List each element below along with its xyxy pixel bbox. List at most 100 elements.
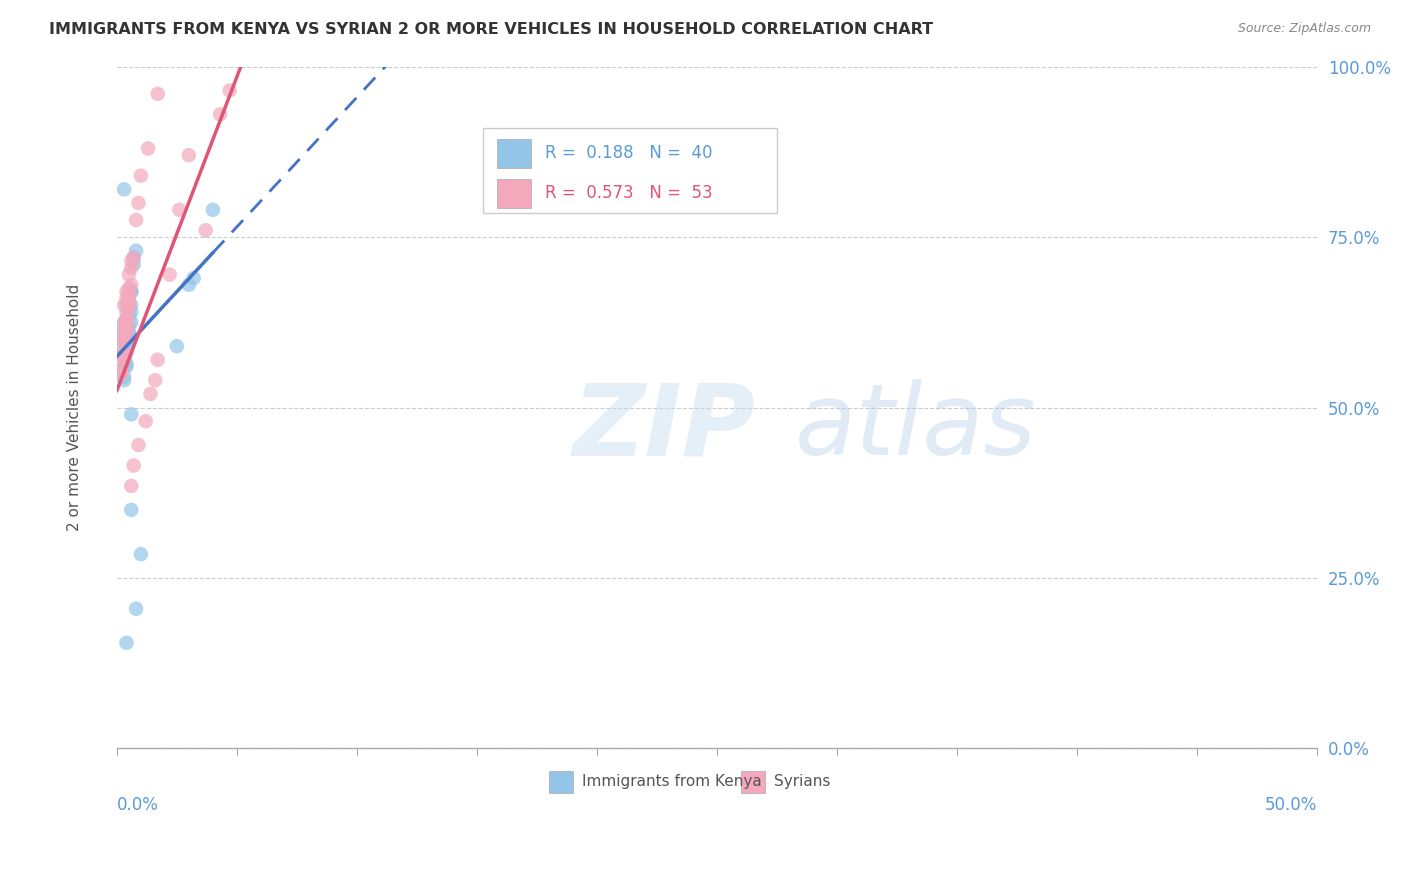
Bar — [498, 139, 531, 168]
Point — [127, 196, 149, 211]
Point — [118, 292, 141, 306]
Point — [112, 369, 135, 384]
Point — [111, 350, 134, 364]
Point — [118, 335, 141, 350]
Bar — [741, 771, 765, 793]
Point — [201, 202, 224, 217]
Point — [143, 373, 166, 387]
Bar — [548, 771, 572, 793]
Point — [115, 298, 138, 312]
Point — [177, 148, 200, 162]
Point — [177, 277, 200, 292]
Point — [115, 322, 138, 336]
Point — [115, 359, 138, 374]
Point — [146, 87, 169, 101]
Point — [120, 254, 142, 268]
Point — [111, 367, 134, 381]
Point — [115, 312, 138, 326]
Point — [118, 326, 141, 340]
Text: ZIP: ZIP — [572, 379, 756, 476]
Point — [120, 503, 142, 517]
Point — [169, 202, 191, 217]
Point — [209, 107, 232, 121]
Point — [112, 359, 135, 374]
Point — [118, 298, 141, 312]
Point — [120, 408, 142, 422]
Point — [118, 298, 141, 312]
Point — [112, 315, 135, 329]
Point — [115, 318, 138, 333]
Point — [120, 285, 142, 299]
Point — [120, 260, 142, 275]
Point — [115, 292, 138, 306]
FancyBboxPatch shape — [482, 128, 778, 213]
Point — [122, 251, 145, 265]
Point — [125, 244, 148, 258]
Point — [112, 332, 135, 346]
Text: Syrians: Syrians — [775, 774, 831, 789]
Text: Immigrants from Kenya: Immigrants from Kenya — [582, 774, 762, 789]
Point — [108, 332, 131, 346]
Point — [125, 213, 148, 227]
Point — [115, 346, 138, 360]
Point — [139, 387, 162, 401]
Point — [118, 288, 141, 302]
Point — [112, 352, 135, 367]
Point — [112, 298, 135, 312]
Text: 50.0%: 50.0% — [1264, 797, 1317, 814]
Point — [108, 335, 131, 350]
Point — [166, 339, 188, 353]
Point — [112, 346, 135, 360]
Text: 0.0%: 0.0% — [117, 797, 159, 814]
Point — [115, 305, 138, 319]
Point — [118, 288, 141, 302]
Point — [122, 458, 145, 473]
Point — [122, 257, 145, 271]
Point — [112, 346, 135, 360]
Text: 2 or more Vehicles in Household: 2 or more Vehicles in Household — [67, 284, 83, 531]
Point — [135, 414, 157, 428]
Text: Source: ZipAtlas.com: Source: ZipAtlas.com — [1237, 22, 1371, 36]
Point — [129, 169, 152, 183]
Point — [111, 363, 134, 377]
Text: atlas: atlas — [794, 379, 1036, 476]
Point — [136, 141, 159, 155]
Point — [118, 281, 141, 295]
Point — [120, 315, 142, 329]
Text: IMMIGRANTS FROM KENYA VS SYRIAN 2 OR MORE VEHICLES IN HOUSEHOLD CORRELATION CHAR: IMMIGRANTS FROM KENYA VS SYRIAN 2 OR MOR… — [49, 22, 934, 37]
Point — [120, 285, 142, 299]
Point — [115, 322, 138, 336]
Point — [112, 346, 135, 360]
Point — [194, 223, 217, 237]
Point — [112, 332, 135, 346]
Point — [159, 268, 181, 282]
Point — [111, 318, 134, 333]
Point — [127, 438, 149, 452]
Bar — [498, 179, 531, 208]
Point — [112, 347, 135, 361]
Point — [120, 305, 142, 319]
Point — [183, 271, 205, 285]
Point — [118, 268, 141, 282]
Point — [120, 479, 142, 493]
Point — [120, 277, 142, 292]
Point — [218, 83, 240, 97]
Point — [118, 326, 141, 340]
Point — [118, 332, 141, 346]
Point — [146, 352, 169, 367]
Point — [112, 359, 135, 374]
Point — [111, 326, 134, 340]
Point — [115, 636, 138, 650]
Point — [115, 332, 138, 346]
Point — [115, 312, 138, 326]
Point — [129, 547, 152, 561]
Point — [118, 318, 141, 333]
Point — [115, 318, 138, 333]
Point — [115, 312, 138, 326]
Point — [112, 346, 135, 360]
Point — [112, 182, 135, 196]
Point — [112, 373, 135, 387]
Point — [118, 294, 141, 309]
Point — [120, 298, 142, 312]
Point — [115, 326, 138, 340]
